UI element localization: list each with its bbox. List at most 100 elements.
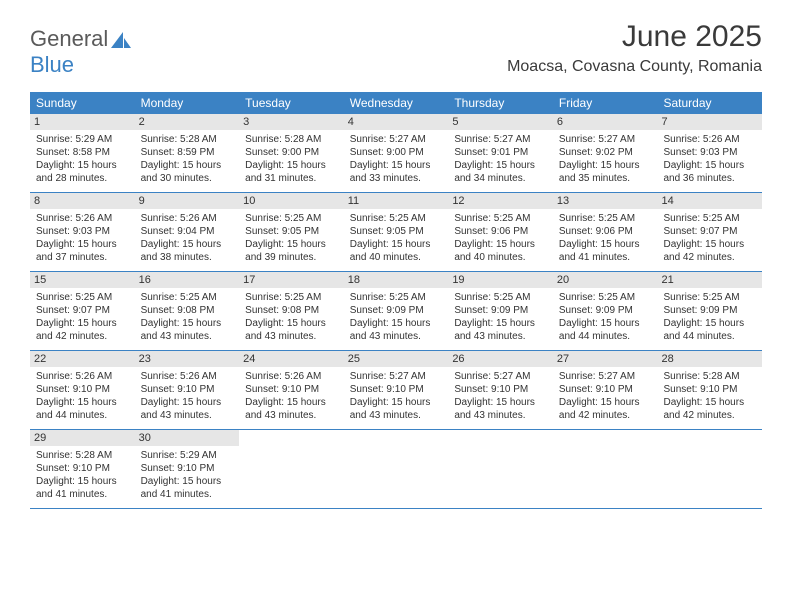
- weekday-header-cell: Friday: [553, 92, 658, 114]
- day-details: Sunrise: 5:27 AMSunset: 9:10 PMDaylight:…: [454, 370, 547, 422]
- day-number: 21: [657, 272, 762, 288]
- calendar-cell: 15 Sunrise: 5:25 AMSunset: 9:07 PMDayligh…: [30, 272, 135, 350]
- day-details: Sunrise: 5:27 AMSunset: 9:01 PMDaylight:…: [454, 133, 547, 185]
- calendar-cell: 27 Sunrise: 5:27 AMSunset: 9:10 PMDayligh…: [553, 351, 658, 429]
- day-number: 23: [135, 351, 240, 367]
- calendar-grid: SundayMondayTuesdayWednesdayThursdayFrid…: [30, 92, 762, 509]
- day-number: 4: [344, 114, 449, 130]
- day-number: 27: [553, 351, 658, 367]
- weekday-header-cell: Saturday: [657, 92, 762, 114]
- day-details: Sunrise: 5:28 AMSunset: 8:59 PMDaylight:…: [141, 133, 234, 185]
- day-details: Sunrise: 5:25 AMSunset: 9:09 PMDaylight:…: [350, 291, 443, 343]
- day-number: 5: [448, 114, 553, 130]
- day-details: Sunrise: 5:28 AMSunset: 9:10 PMDaylight:…: [663, 370, 756, 422]
- day-number: 17: [239, 272, 344, 288]
- day-number: 11: [344, 193, 449, 209]
- day-details: Sunrise: 5:27 AMSunset: 9:02 PMDaylight:…: [559, 133, 652, 185]
- calendar-cell: 29 Sunrise: 5:28 AMSunset: 9:10 PMDayligh…: [30, 430, 135, 508]
- weekday-header-cell: Sunday: [30, 92, 135, 114]
- day-number: 3: [239, 114, 344, 130]
- day-details: Sunrise: 5:25 AMSunset: 9:08 PMDaylight:…: [141, 291, 234, 343]
- day-details: Sunrise: 5:26 AMSunset: 9:10 PMDaylight:…: [245, 370, 338, 422]
- day-number: 28: [657, 351, 762, 367]
- page-header: General Blue June 2025 Moacsa, Covasna C…: [0, 0, 792, 84]
- day-number: 22: [30, 351, 135, 367]
- calendar-cell: [657, 430, 762, 508]
- calendar-cell: 8Sunrise: 5:26 AMSunset: 9:03 PMDaylight…: [30, 193, 135, 271]
- location-label: Moacsa, Covasna County, Romania: [507, 58, 762, 76]
- day-details: Sunrise: 5:26 AMSunset: 9:10 PMDaylight:…: [36, 370, 129, 422]
- weekday-header-cell: Wednesday: [344, 92, 449, 114]
- calendar-cell: [448, 430, 553, 508]
- day-number: 10: [239, 193, 344, 209]
- brand-logo: General Blue: [30, 20, 131, 78]
- day-details: Sunrise: 5:27 AMSunset: 9:00 PMDaylight:…: [350, 133, 443, 185]
- calendar-cell: 30 Sunrise: 5:29 AMSunset: 9:10 PMDayligh…: [135, 430, 240, 508]
- day-details: Sunrise: 5:25 AMSunset: 9:05 PMDaylight:…: [245, 212, 338, 264]
- day-number: 2: [135, 114, 240, 130]
- calendar-cell: 13Sunrise: 5:25 AMSunset: 9:06 PMDayligh…: [553, 193, 658, 271]
- calendar-cell: 2 Sunrise: 5:28 AMSunset: 8:59 PMDaylight…: [135, 114, 240, 192]
- day-number: 26: [448, 351, 553, 367]
- day-number: 29: [30, 430, 135, 446]
- brand-sail-icon: [111, 32, 131, 48]
- calendar-cell: 16 Sunrise: 5:25 AMSunset: 9:08 PMDayligh…: [135, 272, 240, 350]
- day-details: Sunrise: 5:29 AMSunset: 8:58 PMDaylight:…: [36, 133, 129, 185]
- day-number: 12: [448, 193, 553, 209]
- title-block: June 2025 Moacsa, Covasna County, Romani…: [507, 20, 762, 76]
- calendar-row: 8Sunrise: 5:26 AMSunset: 9:03 PMDaylight…: [30, 193, 762, 272]
- calendar-cell: [553, 430, 658, 508]
- day-details: Sunrise: 5:26 AMSunset: 9:10 PMDaylight:…: [141, 370, 234, 422]
- calendar-cell: 17 Sunrise: 5:25 AMSunset: 9:08 PMDayligh…: [239, 272, 344, 350]
- day-details: Sunrise: 5:26 AMSunset: 9:03 PMDaylight:…: [663, 133, 756, 185]
- day-number: 15: [30, 272, 135, 288]
- brand-part2: Blue: [30, 52, 74, 77]
- day-number: 1: [30, 114, 135, 130]
- day-number: 24: [239, 351, 344, 367]
- day-number: 13: [553, 193, 658, 209]
- day-number: 18: [344, 272, 449, 288]
- day-details: Sunrise: 5:25 AMSunset: 9:05 PMDaylight:…: [350, 212, 443, 264]
- brand-part1: General: [30, 26, 108, 51]
- calendar-cell: 9 Sunrise: 5:26 AMSunset: 9:04 PMDaylight…: [135, 193, 240, 271]
- day-number: 19: [448, 272, 553, 288]
- day-details: Sunrise: 5:26 AMSunset: 9:04 PMDaylight:…: [141, 212, 234, 264]
- calendar-cell: 11 Sunrise: 5:25 AMSunset: 9:05 PMDayligh…: [344, 193, 449, 271]
- calendar-cell: 7 Sunrise: 5:26 AMSunset: 9:03 PMDaylight…: [657, 114, 762, 192]
- calendar-cell: 5 Sunrise: 5:27 AMSunset: 9:01 PMDaylight…: [448, 114, 553, 192]
- calendar-row: 29 Sunrise: 5:28 AMSunset: 9:10 PMDayligh…: [30, 430, 762, 509]
- day-number: 7: [657, 114, 762, 130]
- calendar-cell: 14Sunrise: 5:25 AMSunset: 9:07 PMDayligh…: [657, 193, 762, 271]
- day-details: Sunrise: 5:28 AMSunset: 9:10 PMDaylight:…: [36, 449, 129, 501]
- day-details: Sunrise: 5:25 AMSunset: 9:09 PMDaylight:…: [559, 291, 652, 343]
- day-number: 20: [553, 272, 658, 288]
- day-details: Sunrise: 5:27 AMSunset: 9:10 PMDaylight:…: [350, 370, 443, 422]
- day-number: 6: [553, 114, 658, 130]
- calendar-cell: 12Sunrise: 5:25 AMSunset: 9:06 PMDayligh…: [448, 193, 553, 271]
- calendar-row: 22 Sunrise: 5:26 AMSunset: 9:10 PMDayligh…: [30, 351, 762, 430]
- day-details: Sunrise: 5:29 AMSunset: 9:10 PMDaylight:…: [141, 449, 234, 501]
- calendar-cell: 23 Sunrise: 5:26 AMSunset: 9:10 PMDayligh…: [135, 351, 240, 429]
- weekday-header-cell: Monday: [135, 92, 240, 114]
- day-details: Sunrise: 5:25 AMSunset: 9:07 PMDaylight:…: [36, 291, 129, 343]
- calendar-cell: 1 Sunrise: 5:29 AMSunset: 8:58 PMDaylight…: [30, 114, 135, 192]
- calendar-header-row: SundayMondayTuesdayWednesdayThursdayFrid…: [30, 92, 762, 114]
- day-number: 9: [135, 193, 240, 209]
- day-details: Sunrise: 5:27 AMSunset: 9:10 PMDaylight:…: [559, 370, 652, 422]
- day-number: 16: [135, 272, 240, 288]
- day-details: Sunrise: 5:25 AMSunset: 9:09 PMDaylight:…: [454, 291, 547, 343]
- day-details: Sunrise: 5:25 AMSunset: 9:07 PMDaylight:…: [663, 212, 756, 264]
- calendar-cell: 6 Sunrise: 5:27 AMSunset: 9:02 PMDaylight…: [553, 114, 658, 192]
- month-title: June 2025: [507, 20, 762, 54]
- calendar-cell: [344, 430, 449, 508]
- day-details: Sunrise: 5:25 AMSunset: 9:08 PMDaylight:…: [245, 291, 338, 343]
- day-details: Sunrise: 5:28 AMSunset: 9:00 PMDaylight:…: [245, 133, 338, 185]
- calendar-cell: 19 Sunrise: 5:25 AMSunset: 9:09 PMDayligh…: [448, 272, 553, 350]
- calendar-cell: 3 Sunrise: 5:28 AMSunset: 9:00 PMDaylight…: [239, 114, 344, 192]
- calendar-cell: 20 Sunrise: 5:25 AMSunset: 9:09 PMDayligh…: [553, 272, 658, 350]
- calendar-cell: 25Sunrise: 5:27 AMSunset: 9:10 PMDayligh…: [344, 351, 449, 429]
- day-number: 30: [135, 430, 240, 446]
- day-details: Sunrise: 5:25 AMSunset: 9:09 PMDaylight:…: [663, 291, 756, 343]
- weekday-header-cell: Tuesday: [239, 92, 344, 114]
- day-number: 8: [30, 193, 135, 209]
